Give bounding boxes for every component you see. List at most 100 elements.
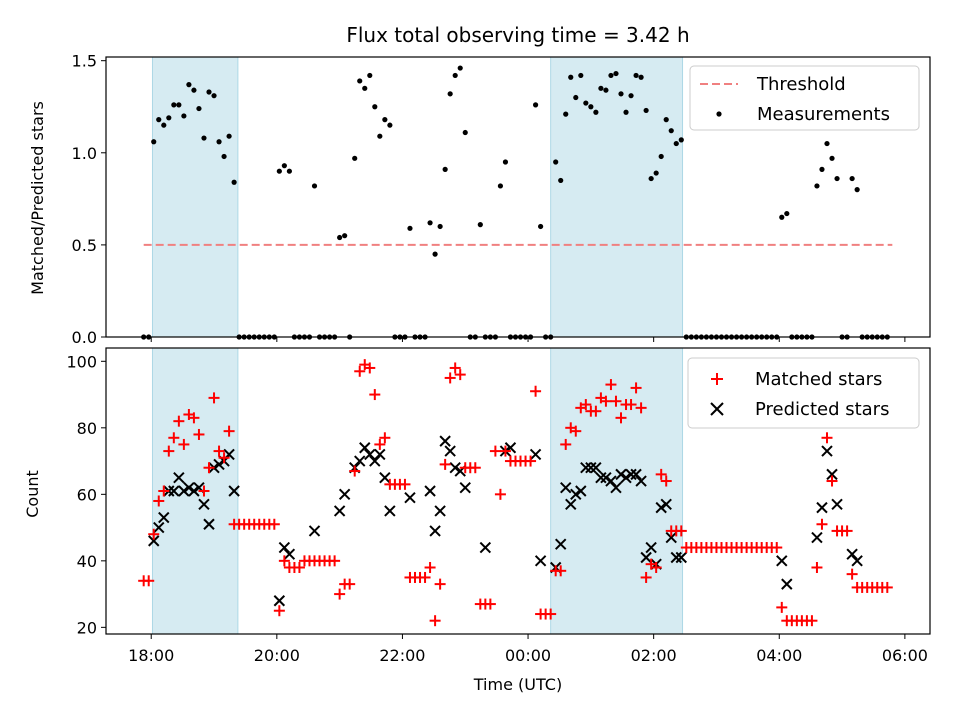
bottom-y-axis-label: Count [23,470,42,518]
measurement-point [452,72,458,79]
predicted-point [148,535,160,547]
matched-point [816,518,828,530]
matched-point [203,462,215,474]
predicted-point [816,501,828,514]
matched-point [143,575,155,587]
predicted-point [645,541,657,554]
measurement-point [216,139,222,145]
predicted-point [610,481,622,494]
top-y-tick-label: 0.5 [72,236,97,255]
matched-point [469,462,481,474]
measurement-point [824,140,830,147]
measurement-point [372,104,378,110]
predicted-point [595,471,607,484]
matched-point [364,362,376,374]
matched-point [570,425,582,437]
predicted-point [228,485,240,497]
predicted-point [333,505,346,517]
matched-point [600,395,612,407]
measurement-point [673,140,679,147]
measurement-point [578,72,584,79]
measurement-point [573,94,579,101]
predicted-point [615,468,627,481]
chart-title: Flux total observing time = 3.42 h [346,23,689,47]
x-tick-label: 20:00 [254,646,300,665]
measurement-point [678,137,684,143]
measurement-point [558,177,564,184]
predicted-point [434,505,446,517]
matched-point [625,399,637,411]
bottom-axes-frame [105,347,931,635]
measurement-point [608,72,614,79]
matched-point [881,581,893,593]
predicted-point [439,435,451,447]
measurement-point [532,102,539,108]
matched-point [173,415,185,427]
predicted-point [173,471,185,484]
top-y-axis-label: Matched/Predicted stars [28,101,47,295]
matched-point [640,571,652,583]
predicted-point [444,445,456,457]
matched-point [590,405,602,417]
matched-point [198,485,210,497]
bottom-legend-box [687,357,920,429]
measurement-point [613,70,619,77]
predicted-point [379,471,391,484]
predicted-point [565,498,577,511]
measurement-point [191,87,197,93]
measurement-point [854,187,860,193]
predicted-point [560,481,572,494]
matched-point [278,555,290,567]
predicted-point [635,475,647,487]
measurement-point [201,135,207,141]
predicted-point [203,518,215,530]
measurement-point [311,183,318,189]
measurement-point [166,115,172,121]
measurement-point [337,234,343,241]
x-tick-label: 00:00 [505,646,551,665]
matched-point [429,615,441,627]
measurement-point [432,251,438,257]
matched-point [188,412,200,424]
measurement-point [176,102,182,108]
matched-point [615,412,627,424]
predicted-point [188,485,200,497]
predicted-point [831,498,843,511]
predicted-point [670,551,682,564]
measurement-point [196,105,202,112]
matched-point [555,565,567,577]
measurement-point [829,155,835,161]
top-panel: 0.0 0.5 1.0 1.5 Threshold Measurements [72,52,931,347]
predicted-point [459,481,471,494]
measurement-point [281,163,287,169]
predicted-point [153,521,165,534]
measurement-point [342,233,348,239]
measurement-point [457,65,463,71]
matched-point [580,399,592,411]
legend-measurements-swatch [716,111,722,117]
predicted-point [575,485,587,497]
matched-point [560,438,572,450]
matched-point [655,468,667,480]
measurement-point [538,223,544,230]
matched-point [454,369,466,381]
measurement-point [643,107,649,114]
matched-point [208,392,220,404]
measurement-point [553,159,559,165]
matched-point [494,488,506,500]
measurement-point [784,210,790,217]
matched-point [163,445,175,457]
predicted-point [846,548,858,560]
legend-matched-label: Matched stars [755,369,882,390]
bottom-y-tick-label: 60 [77,485,97,504]
predicted-point [665,531,677,544]
measurement-point [377,133,383,139]
measurement-point [648,175,654,182]
matched-point [399,478,411,490]
measurement-point [598,85,604,91]
legend-matched-swatch [711,373,723,385]
measurement-point [186,82,192,88]
predicted-point [555,538,567,550]
x-tick-label: 22:00 [379,646,425,665]
predicted-point [580,462,592,474]
